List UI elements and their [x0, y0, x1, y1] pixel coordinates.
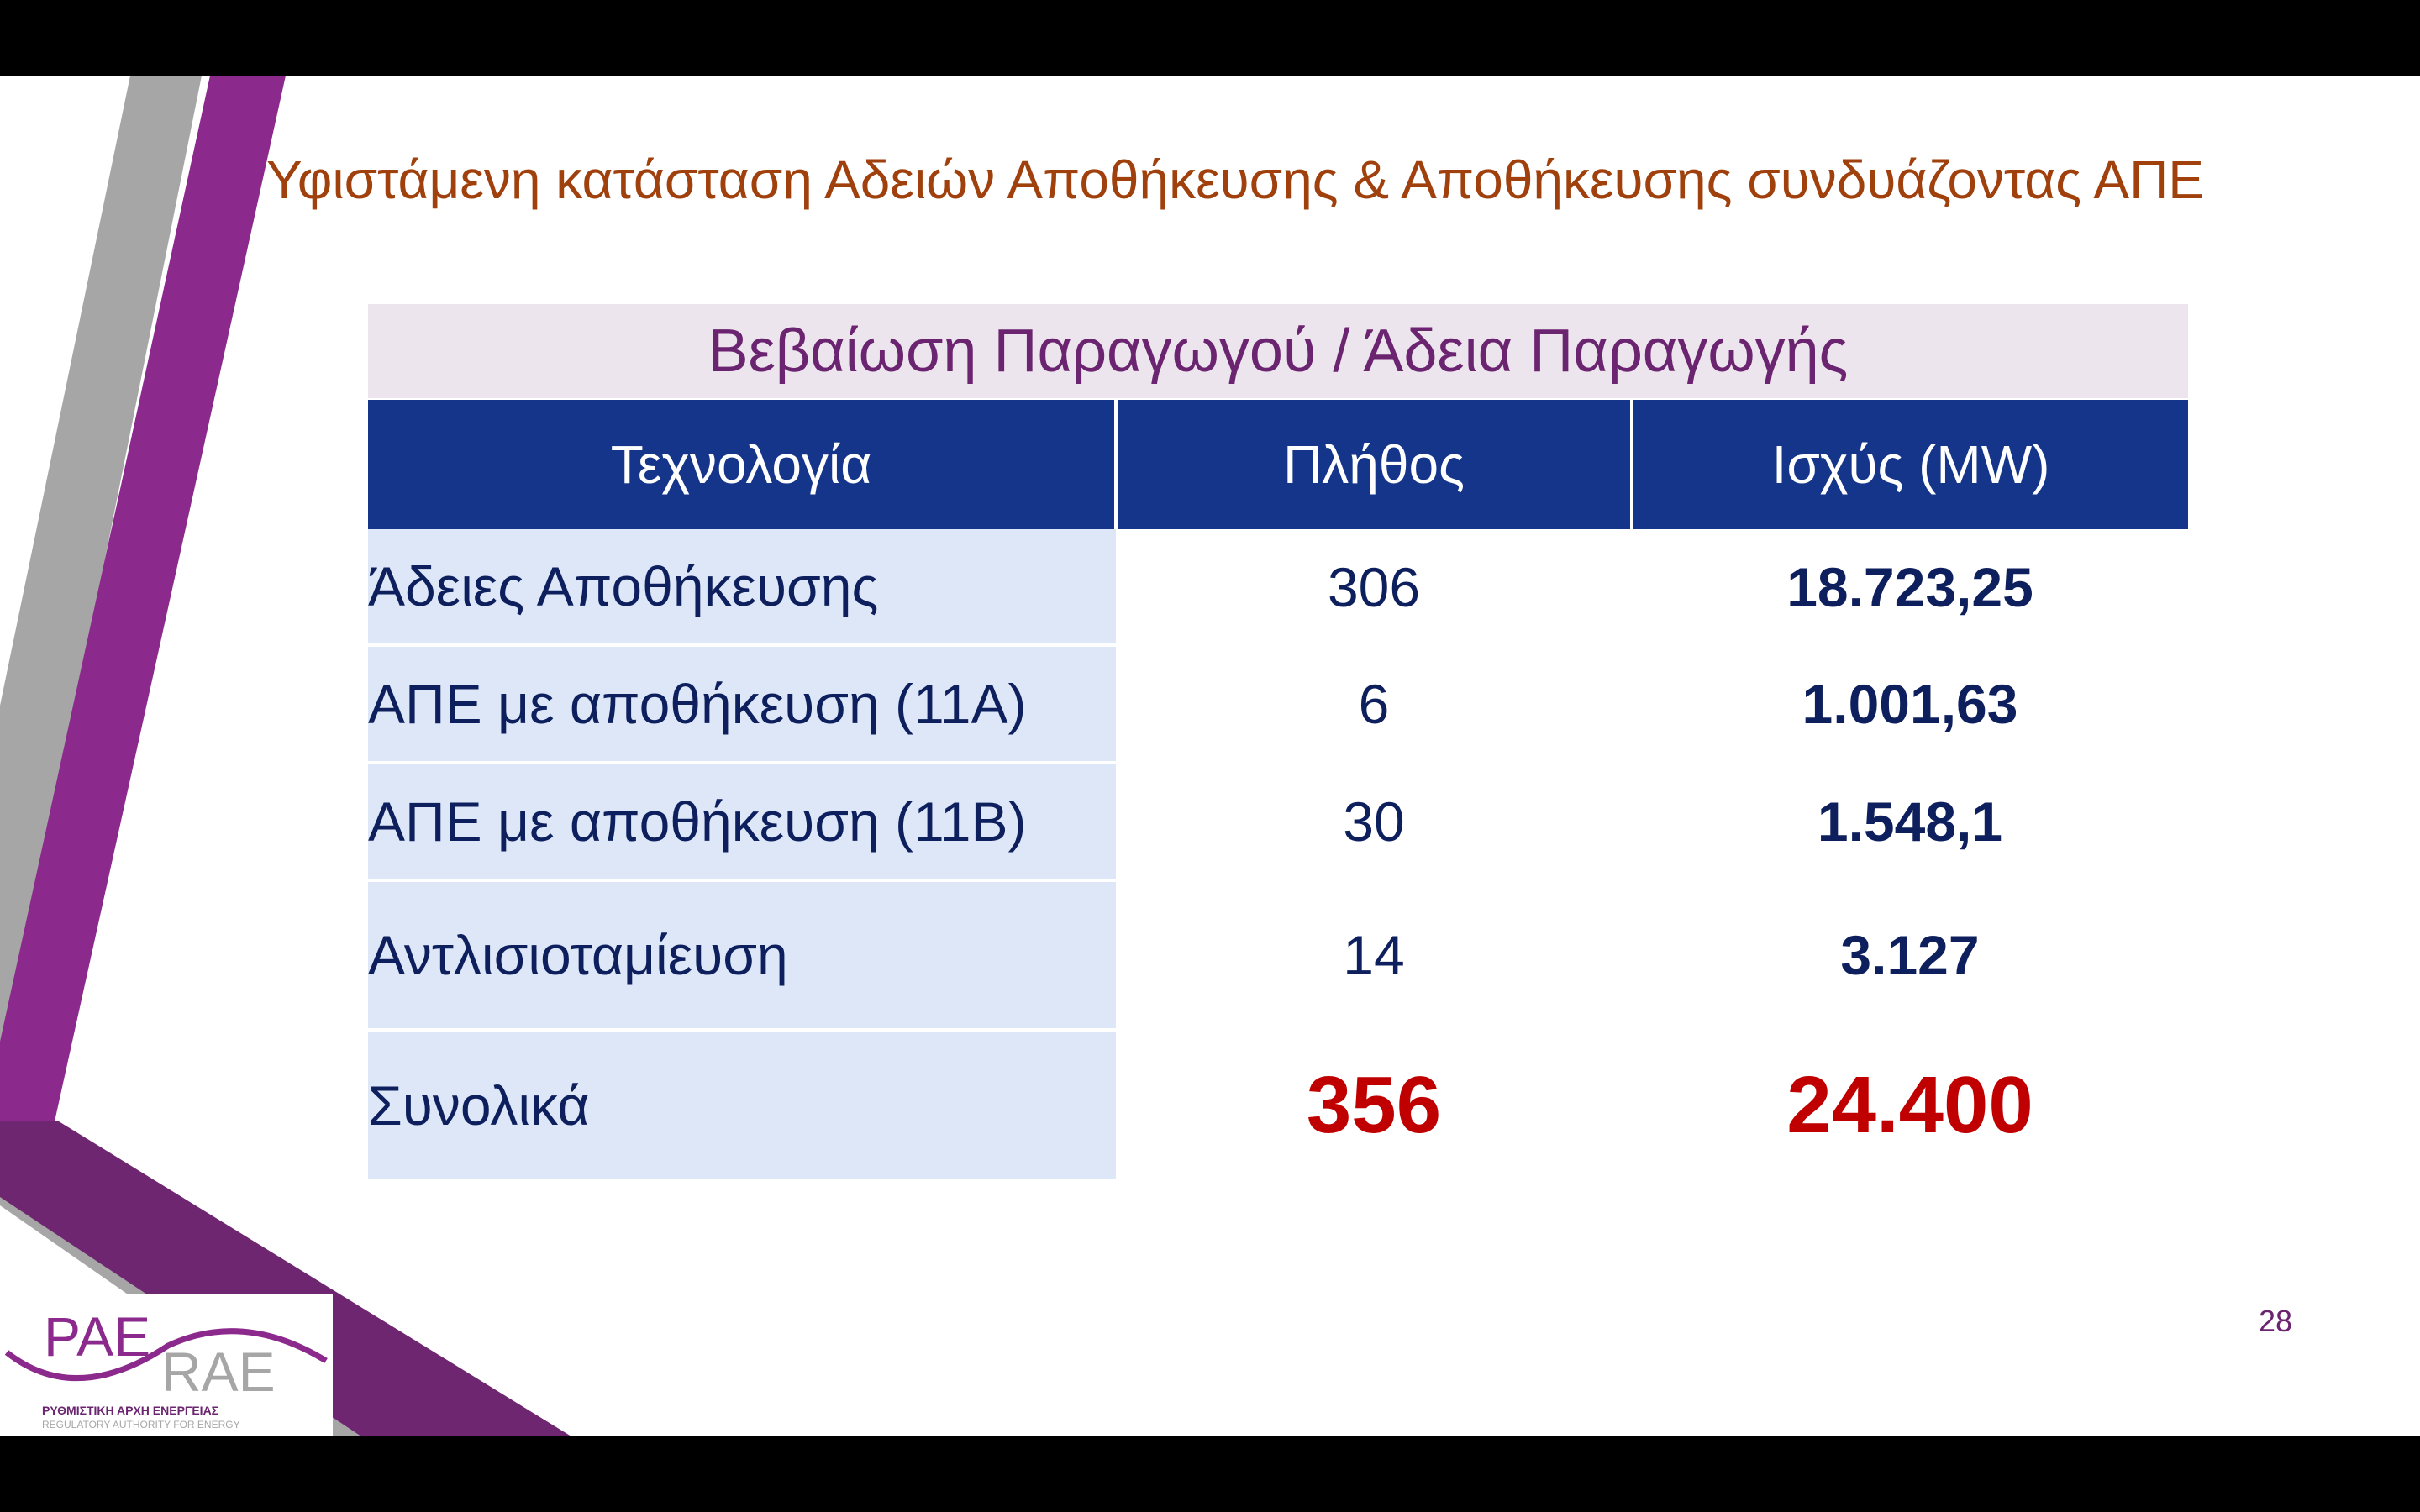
- table-row: ΑΠΕ με αποθήκευση (11Α) 6 1.001,63: [368, 645, 2188, 764]
- row-count: 30: [1343, 790, 1405, 853]
- total-count: 356: [1306, 1060, 1442, 1150]
- page-number: 28: [2258, 1304, 2292, 1338]
- rae-logo: ΡΑΕ RAE ΡΥΘΜΙΣΤΙΚΗ ΑΡΧΗ ΕΝΕΡΓΕΙΑΣ REGULA…: [0, 1294, 333, 1436]
- row-power: 1.548,1: [1817, 790, 2003, 853]
- logo-line2: REGULATORY AUTHORITY FOR ENERGY: [42, 1419, 240, 1431]
- table-total-row: Συνολικά 356 24.400: [368, 1030, 2188, 1183]
- row-power: 3.127: [1840, 924, 1980, 986]
- row-technology: Άδειες Αποθήκευσης: [368, 529, 1116, 647]
- row-count: 6: [1358, 673, 1390, 735]
- header-count: Πλήθος: [1116, 400, 1634, 529]
- row-technology: ΑΠΕ με αποθήκευση (11Α): [368, 645, 1116, 764]
- total-power: 24.400: [1786, 1060, 2033, 1150]
- slide: Υφιστάμενη κατάσταση Αδειών Αποθήκευσης …: [0, 76, 2420, 1436]
- purple-diagonal-bottom: [0, 1121, 571, 1436]
- table-row: Αντλισιοταμίευση 14 3.127: [368, 880, 2188, 1032]
- rae-logo-mark: ΡΑΕ RAE ΡΥΘΜΙΣΤΙΚΗ ΑΡΧΗ ΕΝΕΡΓΕΙΑΣ REGULA…: [4, 1305, 328, 1431]
- row-count: 306: [1327, 556, 1421, 618]
- table-row: Άδειες Αποθήκευσης 306 18.723,25: [368, 529, 2188, 647]
- logo-latin-text: RAE: [161, 1341, 276, 1403]
- row-count: 14: [1343, 924, 1405, 986]
- logo-greek-text: ΡΑΕ: [44, 1305, 150, 1368]
- table-header-row: Τεχνολογία Πλήθος Ισχύς (MW): [368, 400, 2188, 529]
- licenses-table: Τεχνολογία Πλήθος Ισχύς (MW) Άδειες Αποθ…: [368, 400, 2188, 1183]
- logo-swoosh: [4, 1328, 328, 1382]
- table-banner: Βεβαίωση Παραγωγού / Άδεια Παραγωγής: [368, 304, 2188, 398]
- slide-title: Υφιστάμενη κατάσταση Αδειών Αποθήκευσης …: [266, 150, 2204, 210]
- header-technology: Τεχνολογία: [368, 400, 1118, 529]
- row-power: 1.001,63: [1802, 673, 2018, 735]
- row-power: 18.723,25: [1786, 556, 2033, 618]
- header-power: Ισχύς (MW): [1632, 400, 2188, 529]
- row-technology: Αντλισιοταμίευση: [368, 880, 1116, 1032]
- decorative-stripes: [0, 76, 571, 1436]
- purple-stripe: [0, 76, 286, 1121]
- row-technology: ΑΠΕ με αποθήκευση (11Β): [368, 763, 1116, 882]
- total-label: Συνολικά: [368, 1030, 1116, 1183]
- table-row: ΑΠΕ με αποθήκευση (11Β) 30 1.548,1: [368, 763, 2188, 882]
- logo-line1: ΡΥΘΜΙΣΤΙΚΗ ΑΡΧΗ ΕΝΕΡΓΕΙΑΣ: [42, 1404, 218, 1417]
